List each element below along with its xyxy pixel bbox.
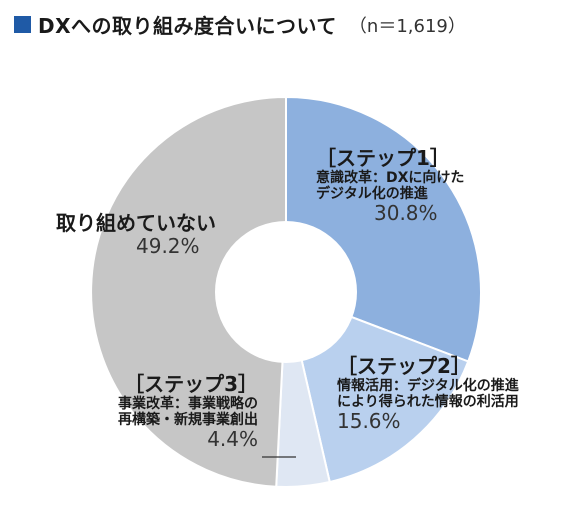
not-engaged-title: 取り組めていない	[56, 211, 216, 235]
not-engaged-value: 49.2%	[136, 234, 200, 258]
slice-label-step2: ［ステップ2］ 情報活用：デジタル化の推進 により得られた情報の利活用 15.6…	[337, 355, 519, 433]
step2-value: 15.6%	[337, 409, 401, 434]
step3-desc-line1: 事業改革：事業戦略の	[118, 396, 258, 412]
sample-size: （n＝1,619）	[348, 15, 466, 37]
step3-title: ［ステップ3］	[124, 372, 258, 396]
slice-label-step3: ［ステップ3］ 事業改革：事業戦略の 再構築・新規事業創出 4.4%	[88, 373, 258, 451]
step1-title: ［ステップ1］	[316, 146, 450, 170]
slice-label-step1: ［ステップ1］ 意識改革：DXに向けた デジタル化の推進 30.8%	[316, 147, 464, 225]
step2-desc-line2: により得られた情報の利活用	[337, 394, 519, 411]
step2-title: ［ステップ2］	[337, 354, 471, 378]
step1-value: 30.8%	[374, 201, 438, 226]
slice-not-engaged	[90, 95, 287, 488]
step3-desc-line2: 再構築・新規事業創出	[118, 412, 258, 429]
slice-label-not-engaged: 取り組めていない 49.2%	[56, 212, 216, 258]
donut-hole	[215, 221, 357, 363]
chart-title-row: DXへの取り組み度合いについて （n＝1,619）	[14, 10, 466, 39]
chart-title: DXへの取り組み度合いについて	[38, 14, 337, 38]
step1-desc-line2: デジタル化の推進	[316, 186, 428, 203]
step1-desc-line1: 意識改革：DXに向けた	[316, 170, 465, 186]
step3-value: 4.4%	[207, 427, 258, 452]
title-square-icon	[14, 16, 31, 33]
step2-desc-line1: 情報活用：デジタル化の推進	[337, 378, 519, 394]
